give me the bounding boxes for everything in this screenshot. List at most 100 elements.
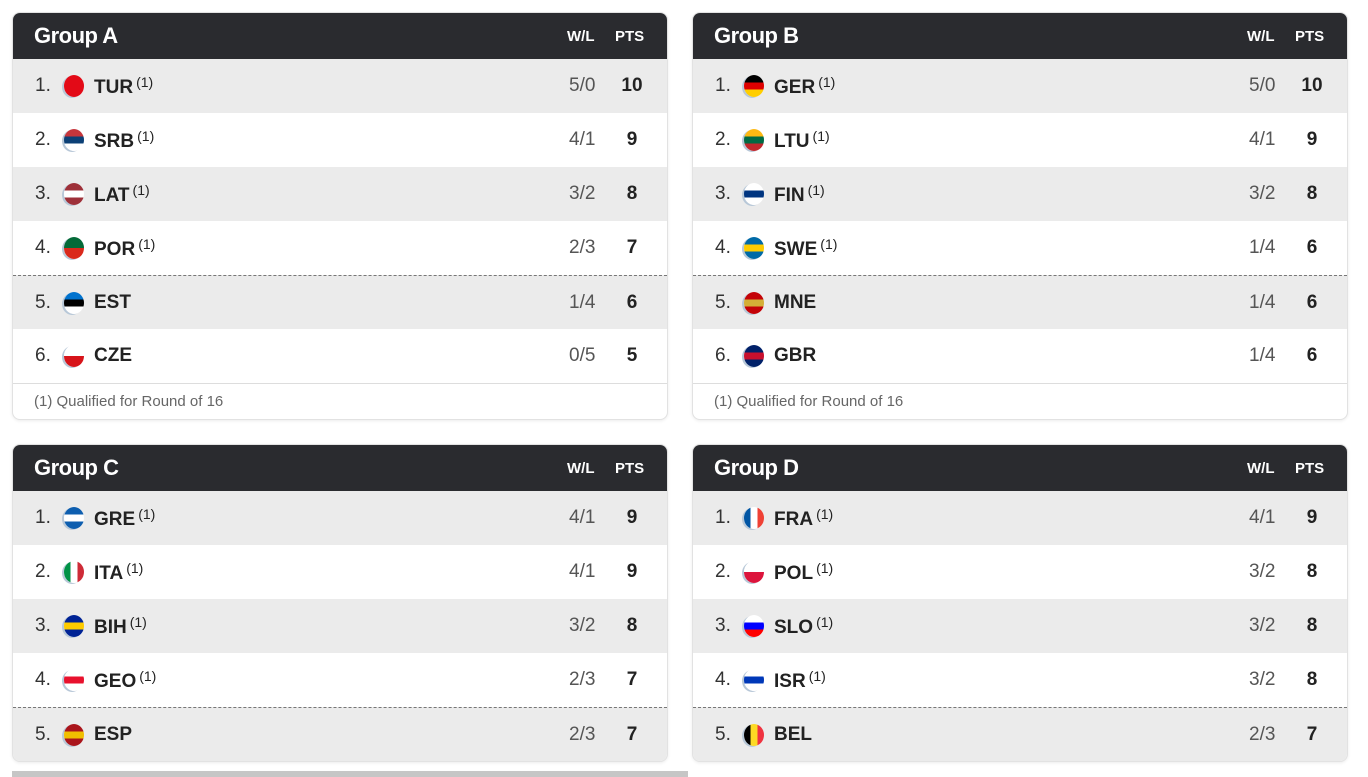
qualified-mark: (1) — [139, 667, 157, 684]
team-code[interactable]: POL (1) — [774, 560, 833, 585]
team-code-text: BIH — [94, 616, 127, 638]
flag-icon — [64, 292, 84, 314]
team-row[interactable]: 4. POR (1) 2/3 7 — [13, 221, 667, 275]
flag-icon — [64, 615, 84, 637]
team-row[interactable]: 3. LAT (1) 3/2 8 — [13, 167, 667, 221]
team-row[interactable]: 5. BEL 2/3 7 — [693, 707, 1347, 761]
team-code-text: SWE — [774, 238, 818, 260]
team-code[interactable]: GEO (1) — [94, 668, 156, 693]
win-loss: 5/0 — [569, 75, 596, 96]
horizontal-scrollbar[interactable] — [12, 771, 688, 777]
team-row[interactable]: 2. ITA (1) 4/1 9 — [13, 545, 667, 599]
team-row[interactable]: 1. TUR (1) 5/0 10 — [13, 59, 667, 113]
team-row[interactable]: 4. GEO (1) 2/3 7 — [13, 653, 667, 707]
group-header: Group C W/L PTS — [13, 445, 667, 491]
team-code[interactable]: ISR (1) — [774, 668, 826, 693]
win-loss: 4/1 — [1249, 507, 1276, 528]
win-loss: 2/3 — [569, 669, 596, 690]
rank: 6. — [35, 345, 51, 366]
team-code[interactable]: GBR — [774, 345, 816, 367]
qualified-mark: (1) — [137, 127, 155, 144]
team-code[interactable]: SRB (1) — [94, 128, 154, 153]
team-row[interactable]: 1. FRA (1) 4/1 9 — [693, 491, 1347, 545]
team-row[interactable]: 2. SRB (1) 4/1 9 — [13, 113, 667, 167]
team-row[interactable]: 6. GBR 1/4 6 — [693, 329, 1347, 383]
rank: 6. — [715, 345, 731, 366]
flag-icon — [744, 237, 764, 259]
points: 9 — [1306, 129, 1318, 150]
team-code[interactable]: GER (1) — [774, 74, 835, 99]
qualified-mark: (1) — [816, 505, 834, 522]
team-code[interactable]: CZE — [94, 345, 132, 367]
points: 6 — [1306, 345, 1318, 366]
team-code[interactable]: SLO (1) — [774, 614, 833, 639]
win-loss: 3/2 — [569, 615, 596, 636]
team-code-text: SLO — [774, 616, 814, 638]
footnote: (1) Qualified for Round of 16 — [13, 383, 667, 419]
team-code-text: LTU — [774, 130, 810, 152]
team-code[interactable]: FIN (1) — [774, 182, 825, 207]
points: 6 — [1306, 237, 1318, 258]
pts-header: PTS — [1295, 27, 1325, 45]
team-row[interactable]: 4. ISR (1) 3/2 8 — [693, 653, 1347, 707]
points: 10 — [621, 75, 643, 96]
group-header: Group A W/L PTS — [13, 13, 667, 59]
win-loss: 4/1 — [569, 129, 596, 150]
flag-icon — [744, 669, 764, 691]
flag-icon — [744, 615, 764, 637]
points: 8 — [626, 183, 638, 204]
team-row[interactable]: 3. BIH (1) 3/2 8 — [13, 599, 667, 653]
rank: 1. — [35, 507, 51, 528]
team-row[interactable]: 4. SWE (1) 1/4 6 — [693, 221, 1347, 275]
pts-header: PTS — [615, 27, 645, 45]
team-code[interactable]: ITA (1) — [94, 560, 143, 585]
win-loss: 0/5 — [569, 345, 596, 366]
flag-icon — [744, 345, 764, 367]
team-row[interactable]: 6. CZE 0/5 5 — [13, 329, 667, 383]
points: 7 — [626, 723, 638, 745]
team-code-text: ESP — [94, 723, 133, 745]
points: 8 — [1306, 183, 1318, 204]
team-row[interactable]: 1. GER (1) 5/0 10 — [693, 59, 1347, 113]
team-row[interactable]: 2. LTU (1) 4/1 9 — [693, 113, 1347, 167]
team-code[interactable]: BEL — [774, 724, 812, 746]
team-row[interactable]: 5. EST 1/4 6 — [13, 275, 667, 329]
team-code-text: FIN — [774, 184, 805, 206]
win-loss: 3/2 — [569, 183, 596, 204]
team-code[interactable]: SWE (1) — [774, 236, 837, 261]
team-code[interactable]: ESP — [94, 724, 132, 746]
qualified-mark: (1) — [807, 181, 825, 198]
rank: 3. — [35, 183, 51, 204]
team-code[interactable]: FRA (1) — [774, 506, 833, 531]
team-row[interactable]: 5. ESP 2/3 7 — [13, 707, 667, 761]
win-loss: 3/2 — [1249, 561, 1276, 582]
team-code-text: GRE — [94, 508, 136, 530]
team-code[interactable]: LAT (1) — [94, 182, 150, 207]
team-code[interactable]: BIH (1) — [94, 614, 147, 639]
team-code[interactable]: TUR (1) — [94, 74, 153, 99]
team-code[interactable]: POR (1) — [94, 236, 155, 261]
team-row[interactable]: 3. FIN (1) 3/2 8 — [693, 167, 1347, 221]
team-code[interactable]: EST — [94, 292, 131, 314]
team-row[interactable]: 3. SLO (1) 3/2 8 — [693, 599, 1347, 653]
team-code[interactable]: GRE (1) — [94, 506, 155, 531]
group-title: Group C — [34, 455, 119, 480]
team-row[interactable]: 5. MNE 1/4 6 — [693, 275, 1347, 329]
team-code-text: CZE — [94, 345, 132, 366]
team-row[interactable]: 2. POL (1) 3/2 8 — [693, 545, 1347, 599]
flag-icon — [744, 507, 764, 529]
wl-header: W/L — [567, 27, 595, 45]
team-code-text: GEO — [94, 670, 137, 692]
team-code[interactable]: LTU (1) — [774, 128, 830, 153]
footnote: (1) Qualified for Round of 16 — [693, 383, 1347, 419]
team-code-text: EST — [94, 291, 131, 313]
points: 7 — [626, 669, 638, 690]
team-code[interactable]: MNE — [774, 292, 816, 314]
flag-icon — [64, 345, 84, 367]
flag-icon — [64, 507, 84, 529]
rank: 2. — [35, 129, 51, 150]
team-code-text: BEL — [774, 723, 812, 745]
group-card: Group A W/L PTS 1. TUR (1) 5/0 10 2. SRB(… — [12, 12, 668, 420]
win-loss: 2/3 — [569, 237, 596, 258]
team-row[interactable]: 1. GRE (1) 4/1 9 — [13, 491, 667, 545]
